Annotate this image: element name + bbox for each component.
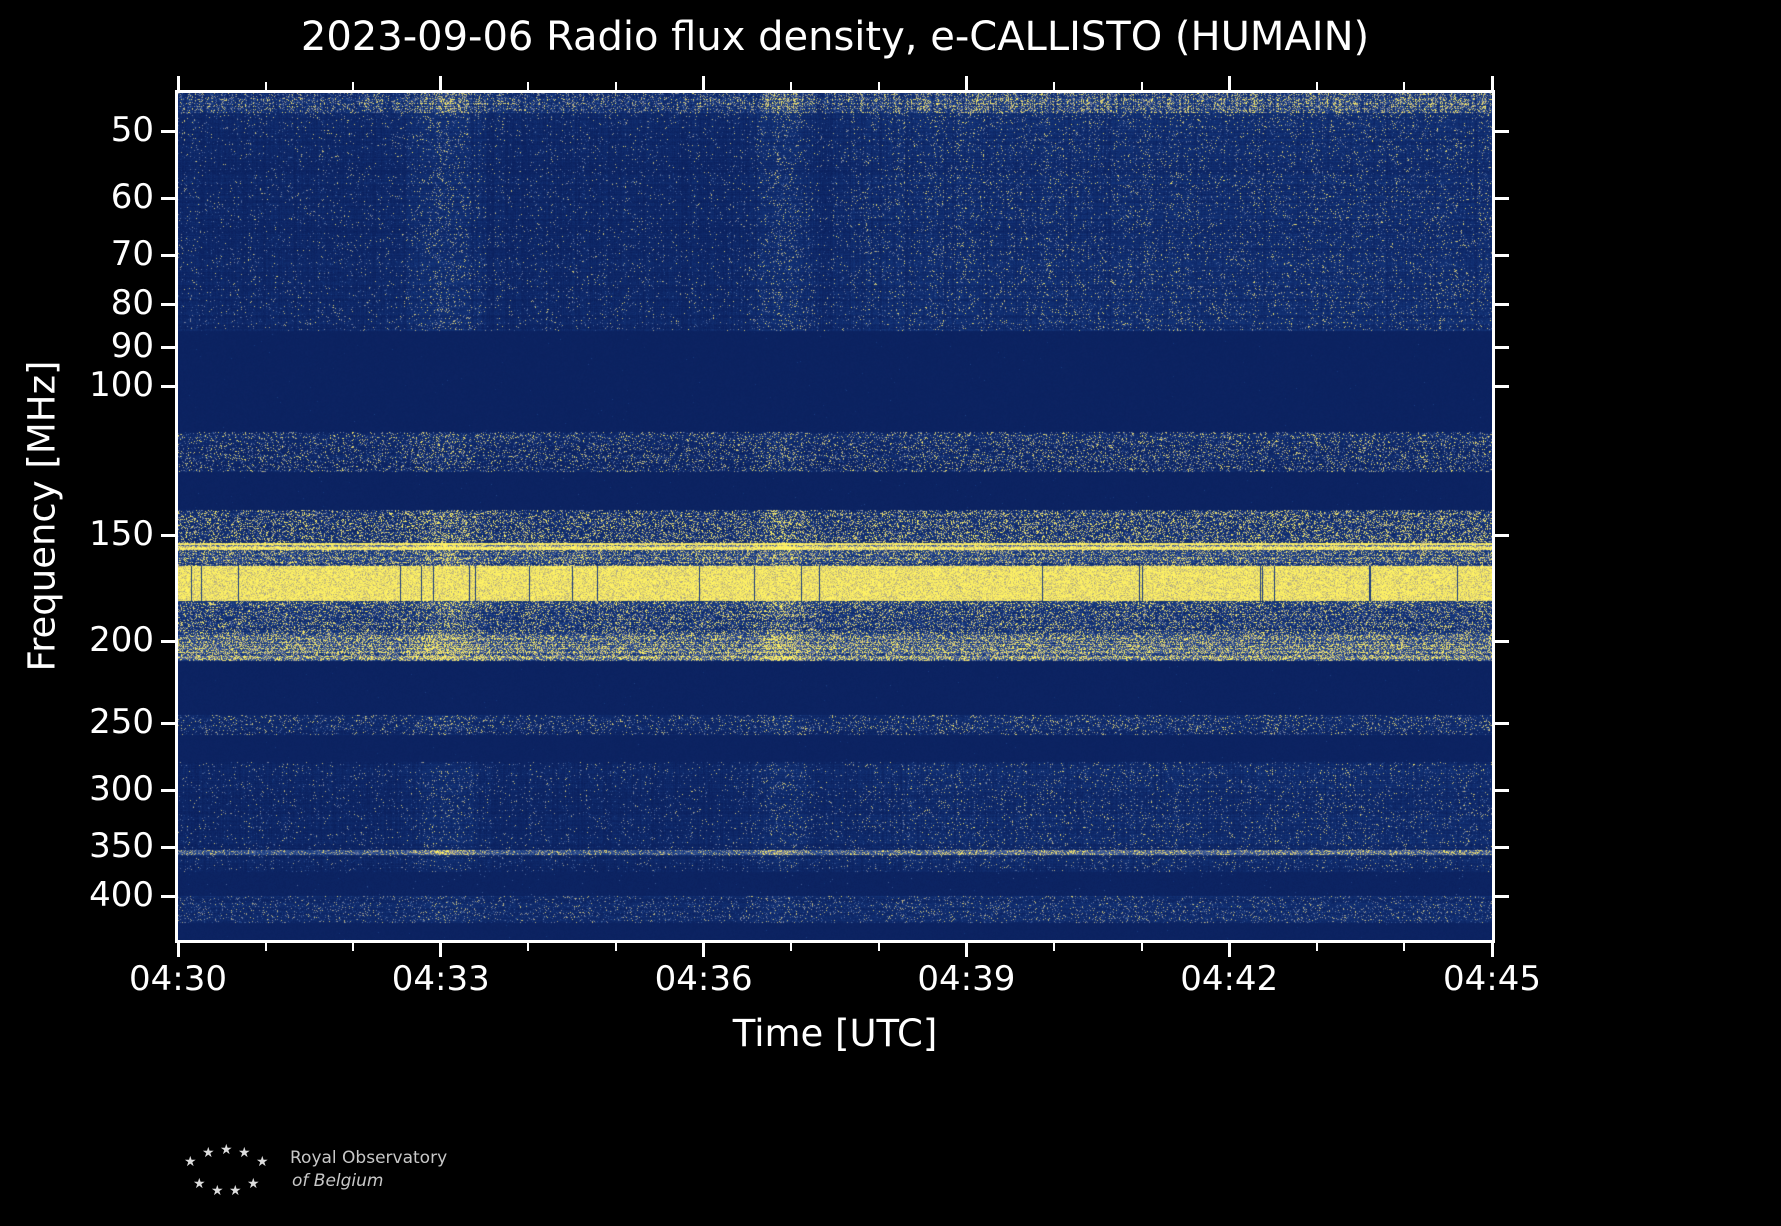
star-icon: ★	[220, 1142, 233, 1158]
y-tick-label: 80	[110, 282, 154, 323]
y-major-tick-left	[161, 640, 175, 644]
rob-logo-text: Royal Observatory of Belgium	[290, 1147, 447, 1193]
y-major-tick-right	[1495, 846, 1509, 850]
star-icon: ★	[193, 1176, 206, 1192]
x-major-tick-top	[439, 76, 443, 90]
x-tick-label: 04:30	[129, 959, 227, 999]
y-tick-label: 350	[89, 825, 154, 866]
x-major-tick-bottom	[964, 943, 968, 957]
y-major-tick-right	[1495, 895, 1509, 899]
star-icon: ★	[229, 1183, 242, 1199]
star-icon: ★	[202, 1145, 215, 1161]
y-major-tick-left	[161, 303, 175, 307]
rob-logo-stars: ★ ★ ★ ★ ★ ★ ★ ★ ★	[180, 1140, 274, 1200]
x-minor-tick-top	[877, 82, 880, 90]
y-axis-label: Frequency [MHz]	[20, 360, 64, 672]
y-major-tick-left	[161, 385, 175, 389]
star-icon: ★	[256, 1154, 269, 1170]
y-major-tick-left	[161, 130, 175, 134]
x-minor-tick-top	[264, 82, 267, 90]
x-major-tick-top	[964, 76, 968, 90]
y-major-tick-left	[161, 254, 175, 258]
y-major-tick-left	[161, 895, 175, 899]
y-tick-label: 400	[89, 874, 154, 915]
x-minor-tick-bottom	[877, 943, 880, 951]
x-minor-tick-bottom	[615, 943, 617, 951]
y-major-tick-left	[161, 534, 175, 538]
y-major-tick-right	[1495, 789, 1509, 793]
x-tick-label: 04:33	[391, 959, 490, 999]
y-tick-label: 200	[89, 619, 154, 660]
star-icon: ★	[238, 1145, 251, 1161]
y-tick-label: 70	[110, 233, 154, 274]
x-minor-tick-top	[527, 82, 530, 90]
y-major-tick-right	[1495, 303, 1509, 307]
x-major-tick-bottom	[439, 943, 443, 957]
x-minor-tick-bottom	[790, 943, 793, 951]
x-minor-tick-top	[1315, 82, 1318, 90]
y-major-tick-left	[161, 846, 175, 850]
x-minor-tick-top	[615, 82, 617, 90]
y-tick-label: 300	[89, 768, 154, 809]
y-tick-label: 50	[110, 109, 154, 150]
x-major-tick-bottom	[1490, 943, 1494, 957]
y-major-tick-right	[1495, 534, 1509, 538]
star-icon: ★	[184, 1154, 197, 1170]
x-minor-tick-bottom	[1140, 943, 1143, 951]
x-minor-tick-bottom	[527, 943, 530, 951]
x-major-tick-top	[702, 76, 706, 90]
x-tick-label: 04:39	[917, 959, 1016, 999]
rob-logo-line1: Royal Observatory	[290, 1148, 448, 1169]
x-minor-tick-bottom	[264, 943, 267, 951]
y-major-tick-right	[1495, 385, 1509, 389]
y-tick-label: 60	[110, 176, 154, 217]
x-minor-tick-top	[790, 82, 793, 90]
x-axis-label: Time [UTC]	[732, 1012, 938, 1055]
y-major-tick-right	[1495, 197, 1509, 201]
y-tick-label: 100	[89, 364, 154, 405]
y-major-tick-right	[1495, 130, 1509, 134]
star-icon: ★	[247, 1176, 260, 1192]
chart-title: 2023-09-06 Radio flux density, e-CALLIST…	[300, 14, 1370, 60]
x-minor-tick-bottom	[352, 943, 355, 951]
x-major-tick-top	[1490, 76, 1494, 90]
x-tick-label: 04:45	[1443, 959, 1541, 999]
y-major-tick-left	[161, 722, 175, 726]
x-major-tick-top	[176, 76, 180, 90]
x-minor-tick-top	[352, 82, 355, 90]
y-major-tick-left	[161, 346, 175, 350]
y-major-tick-right	[1495, 346, 1509, 350]
x-tick-label: 04:42	[1180, 959, 1279, 999]
x-major-tick-bottom	[1227, 943, 1231, 957]
x-minor-tick-top	[1403, 82, 1406, 90]
y-tick-label: 250	[89, 701, 154, 742]
y-major-tick-right	[1495, 254, 1509, 258]
x-major-tick-top	[1227, 76, 1231, 90]
star-icon: ★	[211, 1183, 224, 1199]
y-major-tick-left	[161, 789, 175, 793]
y-tick-label: 90	[110, 325, 154, 366]
x-tick-label: 04:36	[654, 959, 753, 999]
x-minor-tick-bottom	[1315, 943, 1318, 951]
y-tick-label: 150	[89, 513, 154, 554]
x-minor-tick-top	[1053, 82, 1055, 90]
x-minor-tick-bottom	[1403, 943, 1406, 951]
rob-logo: ★ ★ ★ ★ ★ ★ ★ ★ ★ Royal Observatory of Belgium	[180, 1140, 447, 1200]
y-major-tick-left	[161, 197, 175, 201]
x-major-tick-bottom	[176, 943, 180, 957]
x-minor-tick-bottom	[1053, 943, 1055, 951]
x-major-tick-bottom	[702, 943, 706, 957]
y-major-tick-right	[1495, 722, 1509, 726]
x-minor-tick-top	[1140, 82, 1143, 90]
y-major-tick-right	[1495, 640, 1509, 644]
spectrogram-canvas	[178, 93, 1492, 940]
rob-logo-line2: of Belgium	[292, 1171, 384, 1191]
